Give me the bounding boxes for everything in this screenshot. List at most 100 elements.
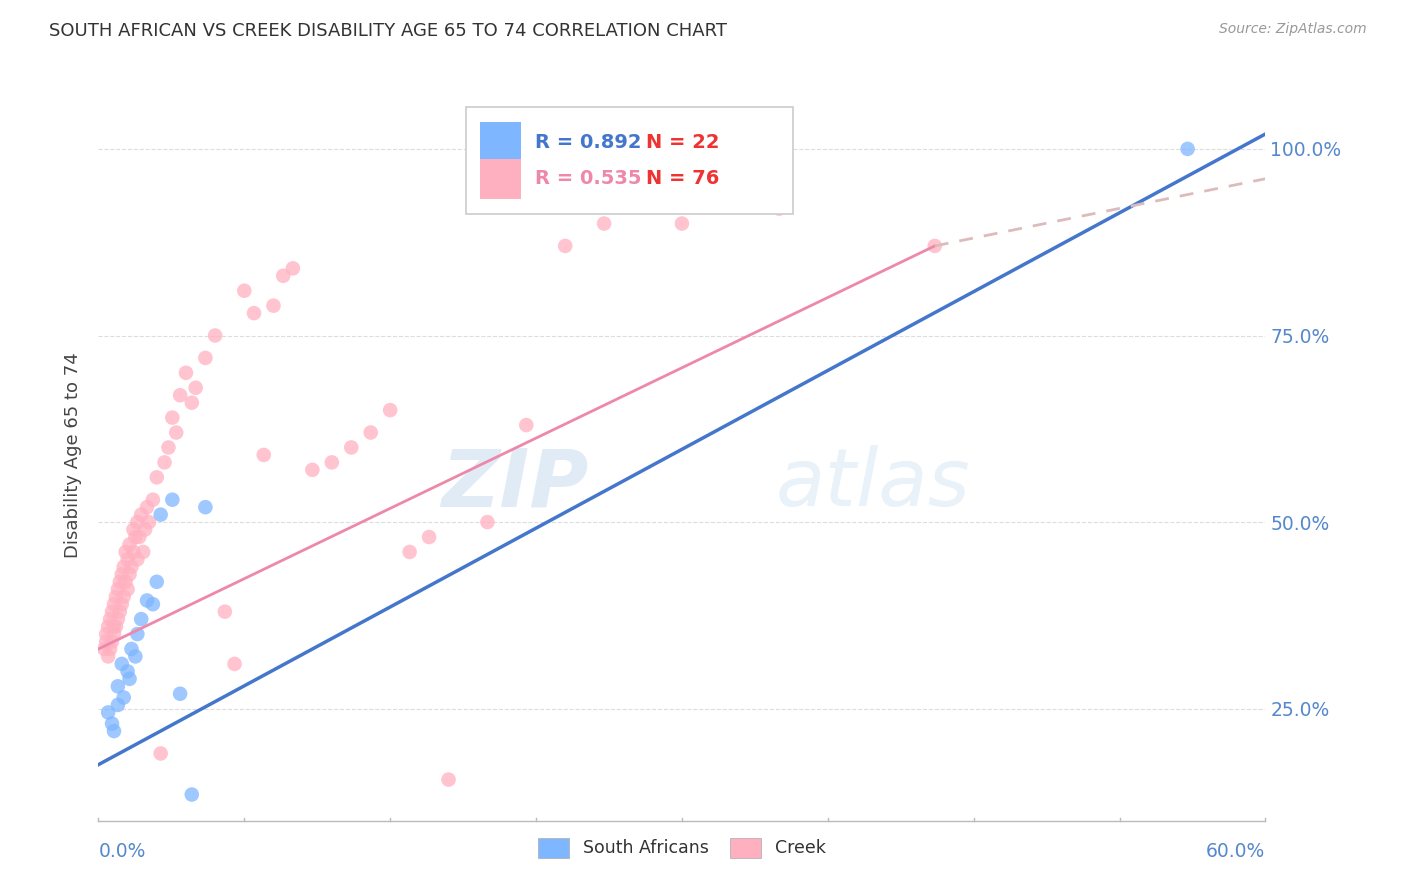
Point xyxy=(593,217,616,231)
Point xyxy=(97,619,120,633)
Point xyxy=(253,448,276,462)
Point xyxy=(121,560,143,574)
Point xyxy=(118,537,141,551)
Point xyxy=(136,593,159,607)
Point xyxy=(169,388,191,402)
FancyBboxPatch shape xyxy=(479,159,520,199)
Point xyxy=(128,530,150,544)
Point xyxy=(262,299,284,313)
Point xyxy=(162,492,184,507)
Point xyxy=(180,788,202,802)
Point xyxy=(127,515,149,529)
Point xyxy=(122,523,145,537)
Point xyxy=(418,530,440,544)
Point xyxy=(93,642,115,657)
Point xyxy=(129,508,152,522)
Point xyxy=(108,605,131,619)
Point xyxy=(142,597,165,611)
Point xyxy=(180,395,202,409)
Point xyxy=(301,463,323,477)
Point xyxy=(1177,142,1199,156)
Point xyxy=(107,679,129,693)
Point xyxy=(107,582,129,597)
Text: Source: ZipAtlas.com: Source: ZipAtlas.com xyxy=(1219,22,1367,37)
Point xyxy=(118,567,141,582)
Point xyxy=(243,306,266,320)
Point xyxy=(204,328,226,343)
Point xyxy=(101,605,124,619)
Point xyxy=(153,455,176,469)
Point xyxy=(149,508,172,522)
Point xyxy=(340,441,363,455)
Point xyxy=(114,545,136,559)
Text: ZIP: ZIP xyxy=(441,445,589,524)
Point xyxy=(96,627,118,641)
Point xyxy=(112,590,135,604)
Point xyxy=(117,552,139,566)
Point xyxy=(111,657,134,671)
Point xyxy=(104,590,127,604)
Point xyxy=(142,492,165,507)
Point xyxy=(118,672,141,686)
Point xyxy=(96,634,118,648)
Point xyxy=(174,366,197,380)
Point xyxy=(114,574,136,589)
Point xyxy=(117,582,139,597)
Text: N = 76: N = 76 xyxy=(645,169,718,188)
Point xyxy=(281,261,304,276)
Point xyxy=(103,619,125,633)
Point xyxy=(101,716,124,731)
Point xyxy=(194,500,217,515)
Point xyxy=(271,268,294,283)
Legend: South Africans, Creek: South Africans, Creek xyxy=(531,830,832,864)
Point xyxy=(121,642,143,657)
Point xyxy=(104,619,127,633)
Text: atlas: atlas xyxy=(775,445,970,524)
Point xyxy=(477,515,499,529)
Point xyxy=(129,612,152,626)
Point xyxy=(124,649,146,664)
Point xyxy=(138,515,160,529)
Point xyxy=(112,690,135,705)
Point xyxy=(107,612,129,626)
Point xyxy=(157,441,180,455)
Point xyxy=(108,574,131,589)
Point xyxy=(134,523,156,537)
Point xyxy=(124,530,146,544)
Point xyxy=(924,239,946,253)
Text: 0.0%: 0.0% xyxy=(98,841,146,861)
Point xyxy=(146,574,169,589)
Point xyxy=(165,425,187,440)
Point xyxy=(398,545,420,559)
Point xyxy=(515,418,537,433)
Point xyxy=(98,642,121,657)
Point xyxy=(146,470,169,484)
Point xyxy=(103,597,125,611)
Point xyxy=(111,597,134,611)
Point xyxy=(162,410,184,425)
Point xyxy=(360,425,382,440)
Point xyxy=(437,772,460,787)
FancyBboxPatch shape xyxy=(465,108,793,213)
Text: R = 0.535: R = 0.535 xyxy=(534,169,641,188)
Point xyxy=(97,706,120,720)
Point xyxy=(112,560,135,574)
Point xyxy=(149,747,172,761)
Text: N = 22: N = 22 xyxy=(645,133,720,152)
Text: 60.0%: 60.0% xyxy=(1206,841,1265,861)
FancyBboxPatch shape xyxy=(479,122,520,162)
Point xyxy=(103,724,125,739)
Point xyxy=(671,217,693,231)
Point xyxy=(380,403,402,417)
Point xyxy=(169,687,191,701)
Point xyxy=(97,649,120,664)
Point xyxy=(768,202,790,216)
Point xyxy=(194,351,217,365)
Point xyxy=(127,552,149,566)
Y-axis label: Disability Age 65 to 74: Disability Age 65 to 74 xyxy=(63,352,82,558)
Point xyxy=(107,698,129,712)
Point xyxy=(117,665,139,679)
Point xyxy=(321,455,343,469)
Point xyxy=(101,634,124,648)
Text: SOUTH AFRICAN VS CREEK DISABILITY AGE 65 TO 74 CORRELATION CHART: SOUTH AFRICAN VS CREEK DISABILITY AGE 65… xyxy=(49,22,727,40)
